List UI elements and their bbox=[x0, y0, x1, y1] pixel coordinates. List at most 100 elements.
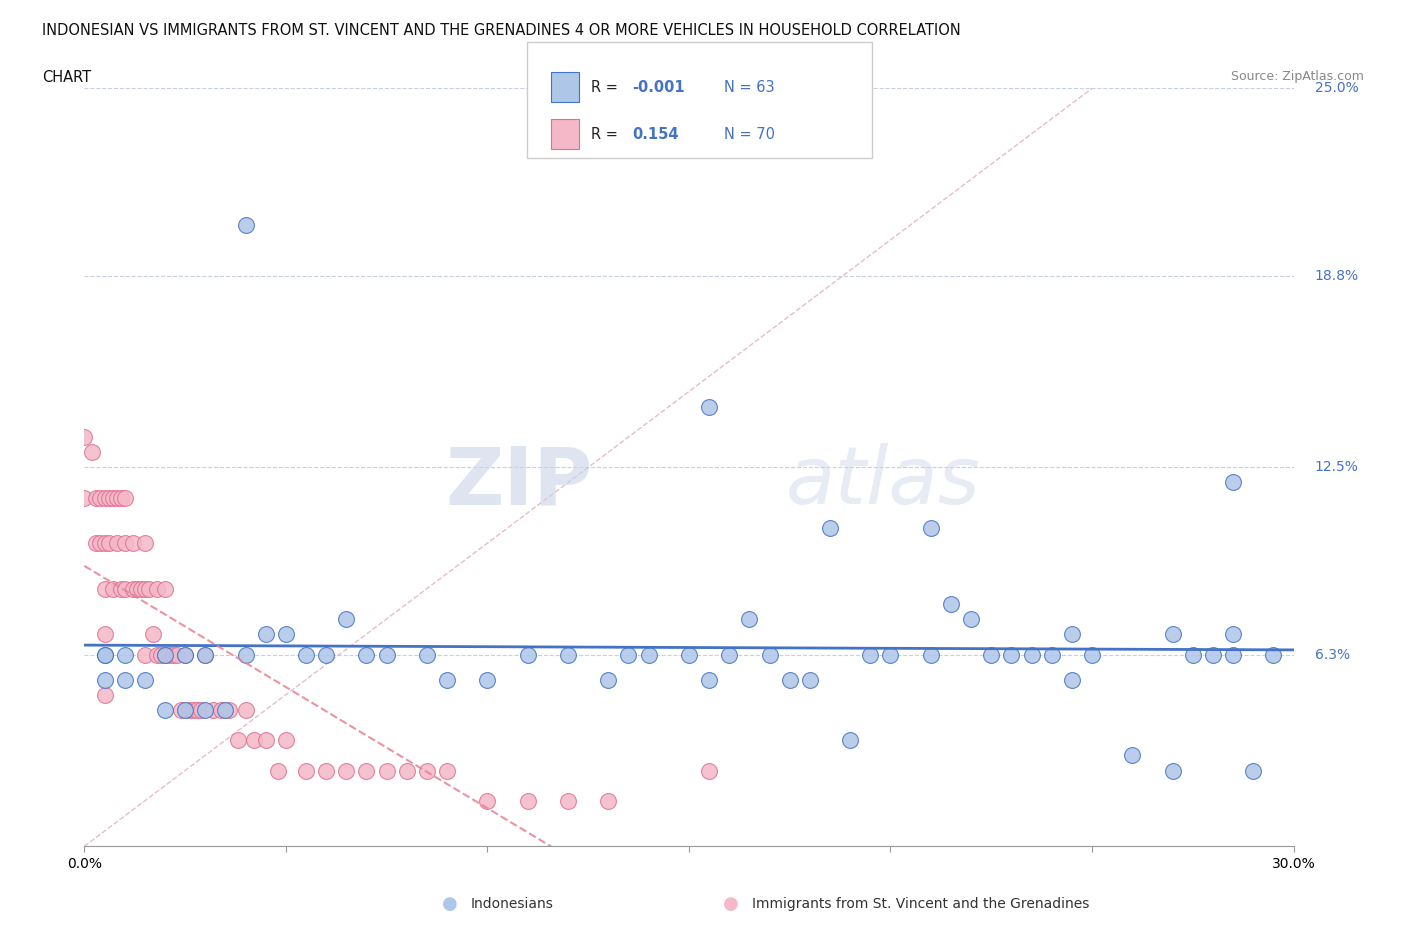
Point bbox=[170, 702, 193, 717]
Point bbox=[218, 702, 240, 717]
Point bbox=[818, 521, 841, 536]
Point bbox=[101, 581, 124, 596]
Point bbox=[110, 581, 132, 596]
Point bbox=[93, 581, 115, 596]
Point bbox=[859, 648, 882, 663]
Point bbox=[179, 702, 201, 717]
Point bbox=[356, 648, 378, 663]
Point bbox=[186, 702, 208, 717]
Text: ZIP: ZIP bbox=[444, 444, 592, 522]
Point bbox=[799, 672, 821, 687]
Point bbox=[125, 581, 148, 596]
Point bbox=[89, 490, 111, 505]
Point bbox=[920, 521, 942, 536]
Point bbox=[295, 763, 318, 777]
Point bbox=[235, 218, 257, 232]
Point bbox=[105, 536, 128, 551]
Point bbox=[153, 702, 176, 717]
Text: Indonesians: Indonesians bbox=[471, 897, 554, 911]
Point bbox=[839, 733, 862, 748]
Point bbox=[1021, 648, 1043, 663]
Point bbox=[678, 648, 700, 663]
Point bbox=[101, 490, 124, 505]
Point bbox=[557, 793, 579, 808]
Point bbox=[1181, 648, 1204, 663]
Point bbox=[1222, 648, 1244, 663]
Point bbox=[93, 672, 115, 687]
Point bbox=[335, 612, 357, 627]
Text: Source: ZipAtlas.com: Source: ZipAtlas.com bbox=[1230, 70, 1364, 83]
Point bbox=[146, 648, 169, 663]
Point bbox=[121, 536, 143, 551]
Point bbox=[149, 648, 172, 663]
Point bbox=[97, 490, 120, 505]
Point bbox=[598, 672, 620, 687]
Point bbox=[315, 763, 337, 777]
Point bbox=[738, 612, 761, 627]
Point bbox=[697, 672, 720, 687]
Point bbox=[86, 536, 108, 551]
Point bbox=[980, 648, 1002, 663]
Point bbox=[202, 702, 225, 717]
Text: INDONESIAN VS IMMIGRANTS FROM ST. VINCENT AND THE GRENADINES 4 OR MORE VEHICLES : INDONESIAN VS IMMIGRANTS FROM ST. VINCEN… bbox=[42, 23, 960, 38]
Text: atlas: atlas bbox=[786, 444, 980, 522]
Point bbox=[1161, 763, 1184, 777]
Point bbox=[114, 672, 136, 687]
Point bbox=[174, 648, 197, 663]
Text: Immigrants from St. Vincent and the Grenadines: Immigrants from St. Vincent and the Gren… bbox=[752, 897, 1090, 911]
Text: N = 70: N = 70 bbox=[724, 126, 775, 141]
Text: 0.154: 0.154 bbox=[633, 126, 679, 141]
Point bbox=[274, 733, 297, 748]
Point bbox=[617, 648, 640, 663]
Point bbox=[1263, 648, 1285, 663]
Point bbox=[142, 627, 165, 642]
Point bbox=[436, 672, 458, 687]
Point bbox=[1222, 627, 1244, 642]
Point bbox=[157, 648, 180, 663]
Point bbox=[516, 793, 538, 808]
Point bbox=[153, 648, 176, 663]
Point bbox=[416, 763, 439, 777]
Point bbox=[114, 536, 136, 551]
Point bbox=[194, 648, 217, 663]
Text: -0.001: -0.001 bbox=[633, 80, 685, 95]
Text: 25.0%: 25.0% bbox=[1315, 81, 1358, 96]
Point bbox=[718, 648, 741, 663]
Point bbox=[114, 648, 136, 663]
Point bbox=[93, 648, 115, 663]
Point bbox=[1040, 648, 1063, 663]
Point bbox=[93, 648, 115, 663]
Point bbox=[242, 733, 264, 748]
Point bbox=[436, 763, 458, 777]
Point bbox=[295, 648, 318, 663]
Point bbox=[153, 648, 176, 663]
Point bbox=[416, 648, 439, 663]
Point bbox=[174, 702, 197, 717]
Point bbox=[93, 536, 115, 551]
Point bbox=[779, 672, 801, 687]
Point bbox=[82, 445, 104, 459]
Point bbox=[121, 581, 143, 596]
Point bbox=[194, 702, 217, 717]
Point bbox=[920, 648, 942, 663]
Text: ●: ● bbox=[441, 895, 458, 913]
Text: ●: ● bbox=[723, 895, 740, 913]
Point bbox=[1161, 627, 1184, 642]
Point bbox=[153, 581, 176, 596]
Point bbox=[697, 399, 720, 414]
Text: 12.5%: 12.5% bbox=[1315, 460, 1358, 474]
Point bbox=[86, 490, 108, 505]
Point bbox=[1241, 763, 1264, 777]
Point bbox=[758, 648, 780, 663]
Point bbox=[375, 763, 398, 777]
Point bbox=[267, 763, 290, 777]
Point bbox=[1060, 627, 1083, 642]
Point bbox=[1060, 672, 1083, 687]
Point bbox=[477, 672, 499, 687]
Point bbox=[194, 648, 217, 663]
Text: R =: R = bbox=[591, 126, 627, 141]
Point bbox=[162, 648, 184, 663]
Text: N = 63: N = 63 bbox=[724, 80, 775, 95]
Point bbox=[1222, 475, 1244, 490]
Point bbox=[73, 490, 96, 505]
